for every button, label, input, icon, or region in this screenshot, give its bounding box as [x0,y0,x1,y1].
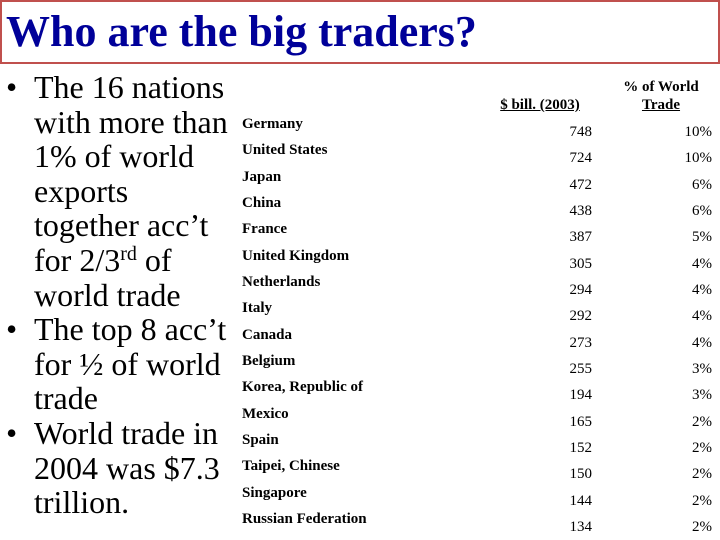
percent-cell: 4% [692,308,712,325]
percent-cell: 2% [692,413,712,430]
bullet-line: for ½ of world [34,345,221,382]
page-title: Who are the big traders? [6,7,477,56]
value-column-header: $ bill. (2003) [500,97,580,113]
bullet-line: exports [34,172,129,209]
percent-cell: 2% [692,492,712,509]
country-cell: Singapore [242,484,307,501]
value-cell: 724 [569,150,593,167]
country-cell: Taipei, Chinese [242,458,340,475]
country-cell: Spain [242,431,279,448]
bullet-line: of [136,241,172,278]
table-row: Canada 273 4% [242,327,714,355]
country-cell: Japan [242,168,282,185]
country-cell: United States [242,142,328,159]
value-cell: 387 [569,229,593,246]
table-row: Singapore 144 2% [242,485,714,513]
value-cell: 134 [569,518,593,535]
percent-cell: 4% [692,255,712,272]
bullet-item: • World trade in 2004 was $7.3 trillion. [6,416,238,520]
table-row: United Kingdom 305 4% [242,248,714,276]
percent-cell: 2% [692,466,712,483]
table-row: Korea, Republic of 194 3% [242,379,714,407]
bullet-dot-icon: • [6,311,18,348]
table-row: Mexico 165 2% [242,406,714,434]
percent-cell: 5% [692,229,712,246]
bullet-line: with more than [34,103,228,140]
table-row: United States 724 10% [242,142,714,170]
country-cell: Mexico [242,405,289,422]
country-cell: Belgium [242,352,296,369]
country-cell: United Kingdom [242,247,350,264]
value-cell: 305 [569,255,593,272]
percent-cell: 3% [692,360,712,377]
bullet-item: • The top 8 acc’t for ½ of world trade [6,312,238,416]
value-cell: 165 [569,413,593,430]
country-cell: Italy [242,300,272,317]
superscript: rd [120,242,137,265]
bullet-list: • The 16 nations with more than 1% of wo… [6,70,238,520]
bullet-item: • The 16 nations with more than 1% of wo… [6,70,238,312]
table-row: Netherlands 294 4% [242,274,714,302]
percent-cell: 6% [692,176,712,193]
country-cell: France [242,221,287,238]
table-row: Taipei, Chinese 150 2% [242,458,714,486]
percent-header-line2: Trade [641,97,681,113]
percent-column-header: % of World Trade [606,78,716,114]
value-cell: 294 [569,281,593,298]
bullet-line: The 16 nations [34,69,225,105]
bullet-line: The top 8 acc’t [34,311,227,348]
value-cell: 194 [569,387,593,404]
value-cell: 255 [569,360,593,377]
title-bar [0,0,720,64]
table-row: Japan 472 6% [242,169,714,197]
bullet-line: together acc’t [34,207,209,244]
percent-cell: 10% [684,124,713,140]
value-cell: 438 [569,202,593,219]
country-cell: China [242,194,282,211]
table-row: Spain 152 2% [242,432,714,460]
bullet-line: for 2/3 [34,241,121,278]
percent-cell: 6% [692,202,712,219]
country-cell: Germany [242,116,303,132]
value-cell: 152 [569,439,593,456]
table-row: Italy 292 4% [242,300,714,328]
country-cell: Canada [242,326,293,343]
percent-cell: 4% [692,334,712,351]
table-row: France 387 5% [242,221,714,249]
bullet-line: 2004 was $7.3 [34,449,220,486]
percent-cell: 2% [692,518,712,535]
bullet-line: 1% of world [34,138,194,175]
percent-cell: 2% [692,439,712,456]
table-row: Belgium 255 3% [242,353,714,381]
bullet-dot-icon: • [6,69,18,105]
table-row: Russian Federation 134 2% [242,511,714,539]
bullet-dot-icon: • [6,414,18,451]
table-row: Germany 748 10% [242,116,714,144]
bullet-line: world trade [34,276,181,313]
bullet-line: World trade in [34,414,219,451]
country-cell: Korea, Republic of [242,379,363,396]
country-cell: Netherlands [242,273,321,290]
percent-cell: 10% [684,150,713,167]
value-cell: 273 [569,334,593,351]
value-cell: 150 [569,466,593,483]
country-cell: Russian Federation [242,510,367,527]
value-cell: 748 [569,124,593,140]
value-cell: 144 [569,492,593,509]
bullet-line: trillion. [34,484,130,521]
percent-cell: 3% [692,387,712,404]
value-cell: 292 [569,308,593,325]
percent-cell: 4% [692,281,712,298]
percent-header-line1: % of World [623,79,699,95]
value-cell: 472 [569,176,593,193]
bullet-line: trade [34,380,98,417]
table-row: China 438 6% [242,195,714,223]
